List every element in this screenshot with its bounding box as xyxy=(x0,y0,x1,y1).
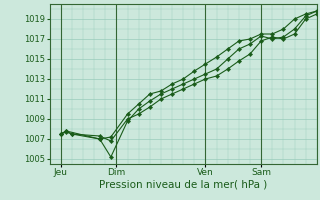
X-axis label: Pression niveau de la mer( hPa ): Pression niveau de la mer( hPa ) xyxy=(99,180,267,190)
